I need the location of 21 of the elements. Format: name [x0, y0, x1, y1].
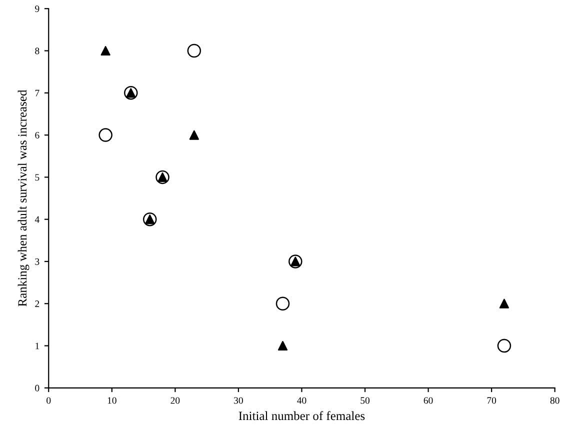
y-tick-label: 8: [35, 48, 40, 54]
y-tick-label: 1: [36, 342, 40, 350]
x-tick-label: 40: [297, 397, 306, 404]
y-tick-label: 3: [35, 258, 40, 265]
x-tick-label: 70: [487, 397, 496, 404]
x-tick-label: 20: [170, 397, 180, 404]
x-tick-label: 60: [424, 397, 433, 404]
x-tick-label: 30: [234, 397, 243, 404]
y-tick-label: 2: [35, 300, 40, 307]
y-tick-label: 5: [35, 174, 40, 181]
x-tick-label: 0: [46, 397, 51, 404]
y-tick-label: 4: [34, 216, 40, 223]
y-tick-label: 0: [35, 384, 40, 392]
x-tick-label: 50: [360, 397, 370, 404]
y-tick-label: 6: [35, 132, 40, 139]
x-tick-label: 10: [108, 397, 116, 404]
x-tick-label: 80: [550, 397, 560, 404]
y-tick-label: 9: [35, 6, 40, 12]
y-tick-label: 7: [35, 90, 40, 96]
x-axis-title: Initial number of females: [238, 411, 365, 420]
y-axis-title: Ranking when adult survival was increased: [18, 90, 30, 306]
